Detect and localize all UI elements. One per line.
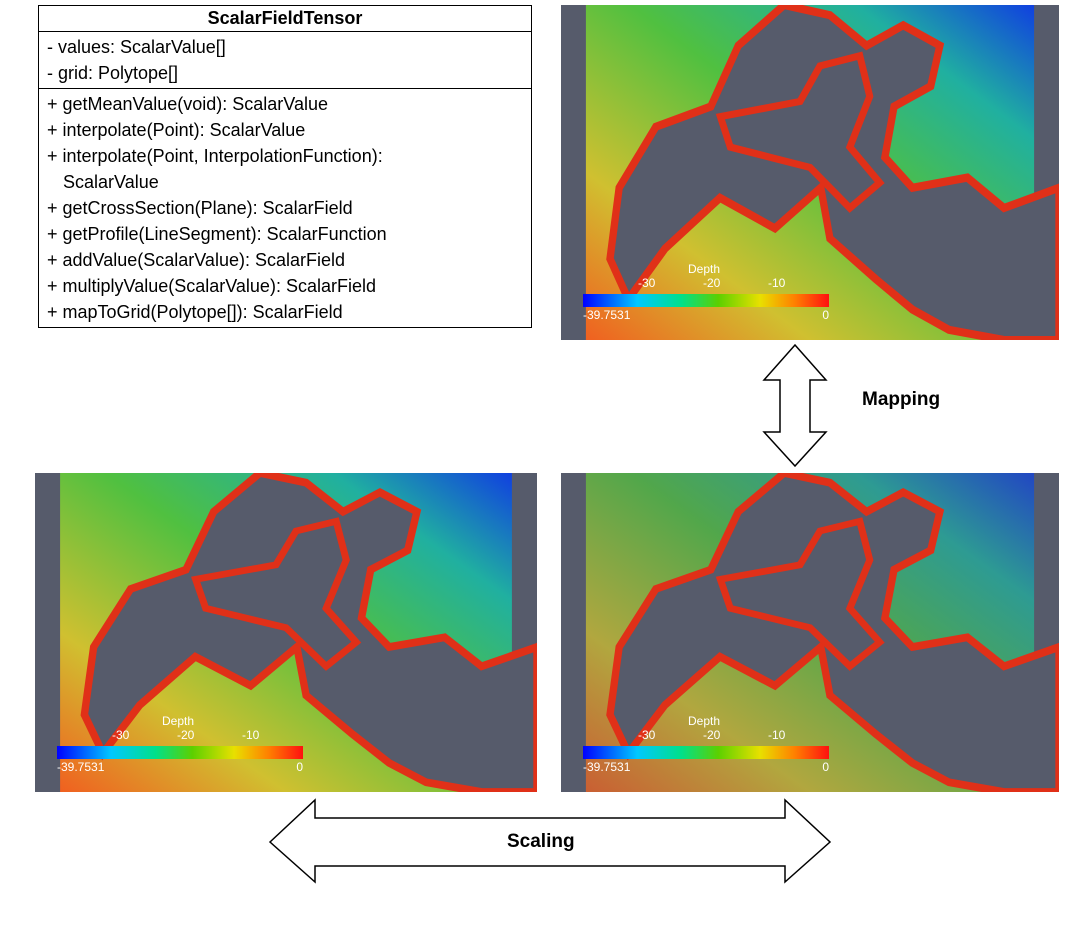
- colorbar-title: Depth: [162, 714, 194, 728]
- colorbar-tick: -30: [638, 276, 655, 290]
- colorbar-tick: -20: [703, 728, 720, 742]
- colorbar-max: 0: [822, 760, 829, 774]
- colorbar-title: Depth: [688, 714, 720, 728]
- map-panel: Depth -30 -20 -10 -39.7531 0: [561, 5, 1059, 340]
- colorbar-min: -39.7531: [583, 308, 630, 322]
- colorbar-tick: -10: [768, 276, 785, 290]
- colorbar-tick: -20: [177, 728, 194, 742]
- mapping-label: Mapping: [862, 389, 940, 411]
- colorbar-bar: [583, 294, 829, 307]
- colorbar-tick: -30: [112, 728, 129, 742]
- page: ScalarFieldTensor - values: ScalarValue[…: [0, 0, 1080, 937]
- colorbar-max: 0: [822, 308, 829, 322]
- colorbar-min: -39.7531: [57, 760, 104, 774]
- map-panel: Depth -30 -20 -10 -39.7531 0: [35, 473, 537, 792]
- colorbar-min: -39.7531: [583, 760, 630, 774]
- colorbar-tick: -30: [638, 728, 655, 742]
- mapping-arrow: [764, 345, 826, 466]
- colorbar-tick: -10: [768, 728, 785, 742]
- colorbar-bar: [57, 746, 303, 759]
- colorbar-title: Depth: [688, 262, 720, 276]
- colorbar-tick: -10: [242, 728, 259, 742]
- colorbar-max: 0: [296, 760, 303, 774]
- scaling-label: Scaling: [507, 831, 575, 853]
- colorbar-bar: [583, 746, 829, 759]
- map-panel: Depth -30 -20 -10 -39.7531 0: [561, 473, 1059, 792]
- colorbar-tick: -20: [703, 276, 720, 290]
